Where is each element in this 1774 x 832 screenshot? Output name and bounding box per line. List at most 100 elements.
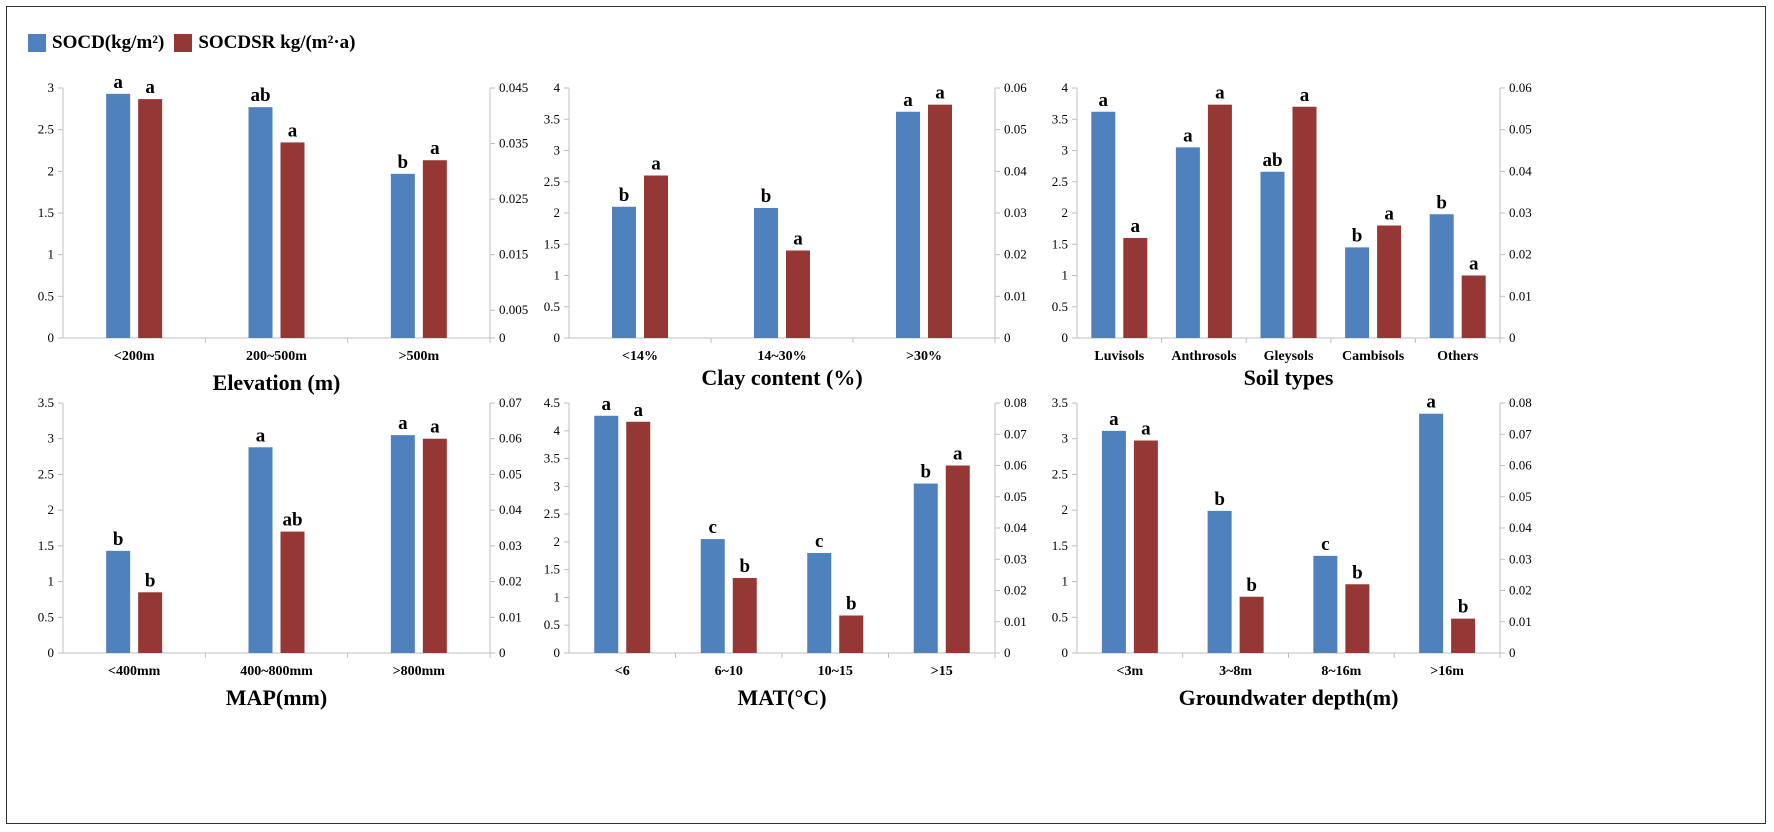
legend: SOCD(kg/m²) SOCDSR kg/(m²·a) xyxy=(28,30,366,56)
legend-item-socd: SOCD(kg/m²) xyxy=(28,32,164,54)
bar-socd-4 xyxy=(1419,413,1444,653)
right-tick-label: 0.02 xyxy=(1509,247,1532,262)
x-axis-title: MAT(°C) xyxy=(737,685,826,710)
right-tick-label: 0.07 xyxy=(1509,426,1532,441)
significance-label: a xyxy=(602,394,612,415)
bar-socd-4 xyxy=(1345,247,1370,338)
bar-socdsr-4 xyxy=(1451,618,1476,653)
bar-socd-1 xyxy=(106,93,131,338)
left-tick-label: 4 xyxy=(554,80,561,95)
left-tick-label: 0 xyxy=(48,330,55,345)
left-tick-label: 1.5 xyxy=(1052,538,1068,553)
right-tick-label: 0.025 xyxy=(499,191,528,206)
bar-socdsr-1 xyxy=(1123,238,1148,338)
chart-panel-5: 0 0.5 1 1.5 2 2.5 3 3.5 4 4.5 0 0.01 0.02 0.03 0.04 0.0… xyxy=(544,394,1028,710)
left-tick-label: 3.5 xyxy=(1052,111,1068,126)
bar-socdsr-3 xyxy=(422,438,447,653)
chart-panel-3: 0 0.5 1 1.5 2 2.5 3 3.5 4 0 0.01 0.02 0.03 0.04 0.05 0.… xyxy=(1052,80,1533,390)
right-tick-label: 0.04 xyxy=(1004,520,1027,535)
right-tick-label: 0.06 xyxy=(499,431,522,446)
left-tick-label: 1 xyxy=(48,574,55,589)
significance-label: ab xyxy=(250,85,270,106)
legend-swatch-socdsr xyxy=(174,34,193,52)
x-axis-title: Soil types xyxy=(1244,365,1334,390)
category-label: <3m xyxy=(1117,664,1144,679)
left-tick-label: 2.5 xyxy=(1052,174,1068,189)
category-label: 8~16m xyxy=(1321,664,1361,679)
bar-socd-1 xyxy=(1101,430,1126,653)
right-tick-label: 0.02 xyxy=(1509,583,1532,598)
bar-socdsr-3 xyxy=(422,160,447,338)
significance-label: b xyxy=(1246,575,1257,596)
left-tick-label: 3.5 xyxy=(38,395,54,410)
right-tick-label: 0.005 xyxy=(499,302,528,317)
category-label: <400mm xyxy=(108,664,161,679)
right-tick-label: 0.01 xyxy=(499,609,522,624)
left-tick-label: 2.5 xyxy=(1052,466,1068,481)
significance-label: b xyxy=(1458,597,1469,618)
significance-label: b xyxy=(619,185,630,206)
significance-label: a xyxy=(1099,90,1109,111)
left-tick-label: 3 xyxy=(554,143,561,158)
right-tick-label: 0.04 xyxy=(1004,163,1027,178)
left-tick-label: 0 xyxy=(1062,330,1069,345)
significance-label: a xyxy=(1469,254,1479,275)
significance-label: b xyxy=(113,529,124,550)
chart-panel-1: 0 0.5 1 1.5 2 2.5 3 0 0.005 0.015 0.025 0.035 0.045 <… xyxy=(38,72,529,395)
significance-label: a xyxy=(1300,85,1310,106)
bar-socdsr-2 xyxy=(1239,596,1264,653)
chart-panel-2: 0 0.5 1 1.5 2 2.5 3 3.5 4 0 0.01 0.02 0.03 0.04 0.05 0.… xyxy=(544,80,1028,390)
left-tick-label: 1.5 xyxy=(38,538,54,553)
left-tick-label: 0 xyxy=(554,645,561,660)
bar-socd-2 xyxy=(700,539,725,653)
right-tick-label: 0.03 xyxy=(1509,205,1532,220)
left-tick-label: 2.5 xyxy=(544,174,560,189)
right-tick-label: 0.03 xyxy=(1509,551,1532,566)
right-tick-label: 0.01 xyxy=(1004,614,1027,629)
left-tick-label: 3.5 xyxy=(544,111,560,126)
bar-socd-2 xyxy=(754,208,778,338)
left-tick-label: 2.5 xyxy=(38,466,54,481)
bar-socdsr-3 xyxy=(1292,106,1317,338)
left-tick-label: 3 xyxy=(1062,431,1069,446)
legend-label-socd: SOCD(kg/m²) xyxy=(52,32,165,53)
significance-label: b xyxy=(920,462,931,483)
significance-label: a xyxy=(903,90,913,111)
significance-label: c xyxy=(815,531,823,552)
bar-socd-3 xyxy=(1313,555,1338,653)
left-tick-label: 0 xyxy=(1062,645,1069,660)
significance-label: a xyxy=(145,77,155,98)
category-label: 400~800mm xyxy=(240,664,313,679)
left-tick-label: 3 xyxy=(48,431,55,446)
bar-socdsr-2 xyxy=(1207,104,1232,339)
right-tick-label: 0.05 xyxy=(1509,489,1532,504)
bar-socd-3 xyxy=(896,111,920,338)
right-tick-label: 0.05 xyxy=(1509,122,1532,137)
legend-item-socdsr: SOCDSR kg/(m²·a) xyxy=(174,32,356,54)
right-tick-label: 0.03 xyxy=(1004,551,1027,566)
right-tick-label: 0.05 xyxy=(1004,489,1027,504)
category-label: 14~30% xyxy=(757,349,806,364)
significance-label: a xyxy=(935,83,945,104)
significance-label: a xyxy=(651,154,661,175)
right-tick-label: 0.07 xyxy=(1004,426,1027,441)
left-tick-label: 0.5 xyxy=(544,299,560,314)
left-tick-label: 0.5 xyxy=(38,609,54,624)
left-tick-label: 1.5 xyxy=(1052,236,1068,251)
bar-socdsr-2 xyxy=(280,142,305,338)
right-tick-label: 0.06 xyxy=(1004,80,1027,95)
left-tick-label: 1.5 xyxy=(38,205,54,220)
left-tick-label: 1.5 xyxy=(544,562,560,577)
right-tick-label: 0 xyxy=(499,645,506,660)
significance-label: a xyxy=(1141,419,1151,440)
right-tick-label: 0.08 xyxy=(1004,395,1027,410)
bar-socd-2 xyxy=(248,107,273,339)
left-tick-label: 0.5 xyxy=(544,617,560,632)
left-tick-label: 2 xyxy=(1062,205,1069,220)
category-label: >15 xyxy=(931,664,953,679)
left-tick-label: 1 xyxy=(1062,574,1069,589)
significance-label: b xyxy=(846,594,857,615)
category-label: >16m xyxy=(1430,664,1464,679)
bar-socdsr-4 xyxy=(945,465,970,653)
